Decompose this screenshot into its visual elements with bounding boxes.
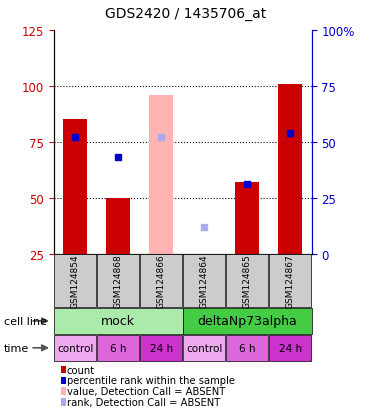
Text: mock: mock <box>101 315 135 328</box>
Bar <box>97 254 139 307</box>
Text: GSM124864: GSM124864 <box>200 254 209 308</box>
Text: GSM124868: GSM124868 <box>114 254 123 308</box>
Bar <box>183 308 312 334</box>
Text: time: time <box>4 343 29 353</box>
Bar <box>54 254 96 307</box>
Bar <box>106 198 130 254</box>
Text: control: control <box>186 343 222 353</box>
Text: 6 h: 6 h <box>239 343 255 353</box>
Text: GSM124867: GSM124867 <box>286 254 295 308</box>
Text: count: count <box>67 365 95 375</box>
Text: value, Detection Call = ABSENT: value, Detection Call = ABSENT <box>67 386 225 396</box>
Bar <box>193 254 216 305</box>
Text: 24 h: 24 h <box>279 343 302 353</box>
Bar <box>150 96 173 254</box>
Bar <box>235 183 259 254</box>
Text: deltaNp73alpha: deltaNp73alpha <box>197 315 297 328</box>
Bar <box>183 335 225 361</box>
Text: GSM124866: GSM124866 <box>157 254 166 308</box>
Bar <box>54 335 96 361</box>
Text: 24 h: 24 h <box>150 343 173 353</box>
Bar <box>140 335 182 361</box>
Text: 6 h: 6 h <box>110 343 127 353</box>
Bar <box>269 254 311 307</box>
Bar <box>278 85 302 254</box>
Bar <box>226 335 268 361</box>
Text: rank, Detection Call = ABSENT: rank, Detection Call = ABSENT <box>67 397 220 407</box>
Bar <box>183 254 225 307</box>
Bar <box>54 308 183 334</box>
Bar <box>97 335 139 361</box>
Text: GDS2420 / 1435706_at: GDS2420 / 1435706_at <box>105 7 266 21</box>
Bar <box>226 254 268 307</box>
Text: cell line: cell line <box>4 316 47 326</box>
Text: GSM124865: GSM124865 <box>243 254 252 308</box>
Text: GSM124854: GSM124854 <box>71 254 80 308</box>
Text: percentile rank within the sample: percentile rank within the sample <box>67 375 235 385</box>
Bar <box>140 254 182 307</box>
Text: control: control <box>57 343 93 353</box>
Bar <box>63 120 87 254</box>
Bar <box>269 335 311 361</box>
